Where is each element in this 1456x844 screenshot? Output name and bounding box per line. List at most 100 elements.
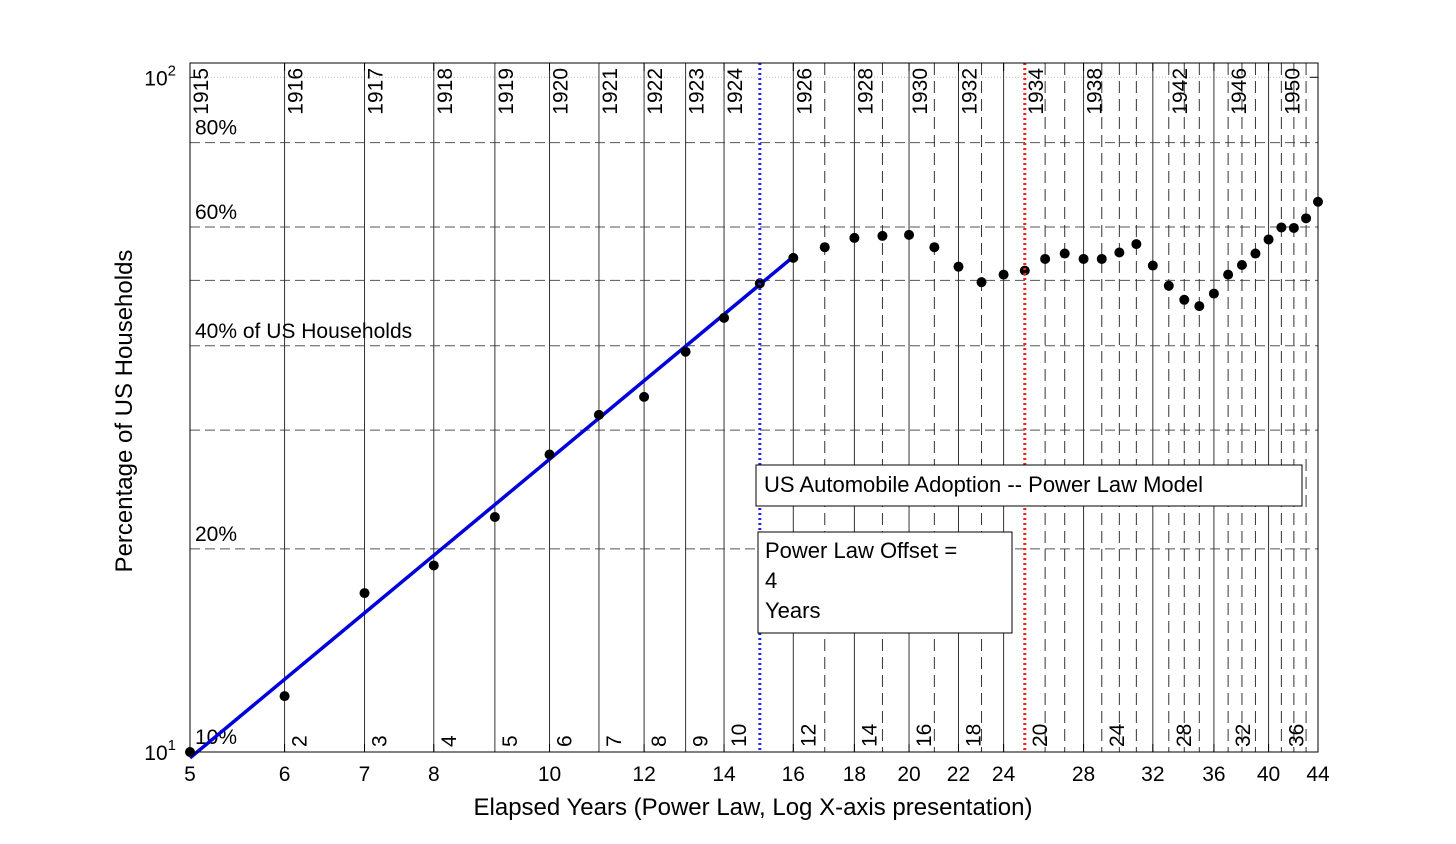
offset-label: 4 (438, 735, 461, 747)
offset-box-line-1: Power Law Offset = (765, 538, 957, 563)
offset-label: 24 (1106, 723, 1129, 747)
offset-box-line-2: 4 (765, 568, 777, 593)
year-labels: 1915 1916 1917 1918 1919 1920 1921 1922 1923 1924… (190, 68, 1304, 115)
x-tick-label: 8 (428, 763, 440, 786)
data-point (1236, 259, 1247, 270)
year-label: 1946 (1228, 68, 1251, 115)
year-label: 1932 (958, 68, 981, 115)
offset-label: 6 (554, 735, 577, 747)
fit-line-layer (188, 255, 795, 760)
percent-label: 40% of US Households (195, 320, 412, 343)
axes-frame (189, 62, 1319, 753)
data-point (1040, 253, 1051, 264)
x-tick-label: 36 (1202, 763, 1225, 786)
x-tick-label: 40 (1257, 763, 1280, 786)
data-point (1078, 253, 1089, 264)
offset-label: 5 (499, 735, 522, 747)
plot-area (190, 63, 1318, 752)
y-tick-label: 101 (144, 737, 176, 765)
offset-label: 7 (603, 735, 626, 747)
percent-label: 60% (195, 201, 237, 224)
x-tick-label: 44 (1306, 763, 1330, 786)
data-point (929, 242, 940, 253)
data-point (788, 252, 799, 263)
data-point (1194, 301, 1205, 312)
offset-label: 32 (1232, 724, 1255, 747)
x-tick-label: 32 (1141, 763, 1164, 786)
percent-label: 80% (195, 117, 237, 140)
chart-title: US Automobile Adoption -- Power Law Mode… (764, 472, 1203, 497)
year-label: 1921 (599, 68, 622, 115)
data-point (1131, 239, 1142, 250)
power-law-fit-line (188, 255, 795, 760)
data-point (639, 391, 650, 402)
year-label: 1915 (190, 68, 213, 115)
year-label: 1928 (854, 68, 877, 115)
x-tick-label: 22 (947, 763, 970, 786)
data-point (593, 409, 604, 420)
year-label: 1934 (1025, 68, 1048, 115)
year-label: 1924 (724, 68, 747, 115)
x-tick-label: 10 (538, 763, 561, 786)
year-label: 1926 (793, 68, 816, 115)
data-point (1250, 248, 1261, 259)
offset-label: 20 (1029, 724, 1052, 747)
year-label: 1923 (686, 68, 709, 115)
data-point (279, 691, 290, 702)
offset-box: Power Law Offset = 4 Years (757, 531, 1013, 634)
year-label: 1916 (285, 68, 308, 115)
x-axis-title: Elapsed Years (Power Law, Log X-axis pre… (474, 794, 1033, 821)
data-point (719, 312, 730, 323)
y-tick-label: 102 (144, 62, 176, 90)
data-point (544, 449, 555, 460)
y-axis-title: Percentage of US Households (111, 250, 138, 573)
data-point (1263, 234, 1274, 245)
data-point (1179, 294, 1190, 305)
data-point (428, 560, 439, 571)
data-point (1114, 247, 1125, 258)
data-point (998, 269, 1009, 280)
offset-label: 8 (648, 735, 671, 747)
offset-label: 10 (728, 724, 751, 747)
offset-label: 2 (289, 735, 312, 747)
x-tick-label: 16 (782, 763, 805, 786)
year-label: 1930 (909, 68, 932, 115)
data-point (877, 230, 888, 241)
data-point (359, 588, 370, 599)
data-point (1288, 222, 1299, 233)
x-tick-label: 24 (992, 763, 1016, 786)
x-tick-label: 20 (897, 763, 920, 786)
offset-box-frame (757, 531, 1013, 634)
x-tick-label: 28 (1072, 763, 1095, 786)
grid-layer (190, 63, 1318, 752)
offset-label: 3 (369, 735, 392, 747)
x-tick-label: 5 (184, 763, 196, 786)
offset-labels: 2 3 4 5 6 7 8 9 10 12 14 16 18 20 24 28 32 36 (289, 723, 1309, 747)
year-label: 1918 (434, 68, 457, 115)
year-label: 1922 (644, 68, 667, 115)
data-point (1301, 213, 1312, 224)
data-point (489, 511, 500, 522)
data-point (1163, 280, 1174, 291)
year-label: 1917 (365, 68, 388, 115)
data-points (185, 196, 1323, 757)
x-tick-label: 7 (359, 763, 371, 786)
offset-label: 12 (797, 724, 820, 747)
data-point (1276, 222, 1287, 233)
offset-label: 36 (1285, 724, 1308, 747)
offset-box-line-3: Years (765, 598, 820, 623)
data-point (976, 277, 987, 288)
data-point (953, 261, 964, 272)
data-point (680, 346, 691, 357)
data-point (1147, 260, 1158, 271)
offset-label: 14 (858, 723, 881, 747)
percent-label: 20% (195, 523, 237, 546)
offset-label: 9 (690, 735, 713, 747)
data-point (1059, 248, 1070, 259)
data-point (1208, 288, 1219, 299)
x-tick-label: 12 (632, 763, 655, 786)
data-point (1019, 265, 1030, 276)
